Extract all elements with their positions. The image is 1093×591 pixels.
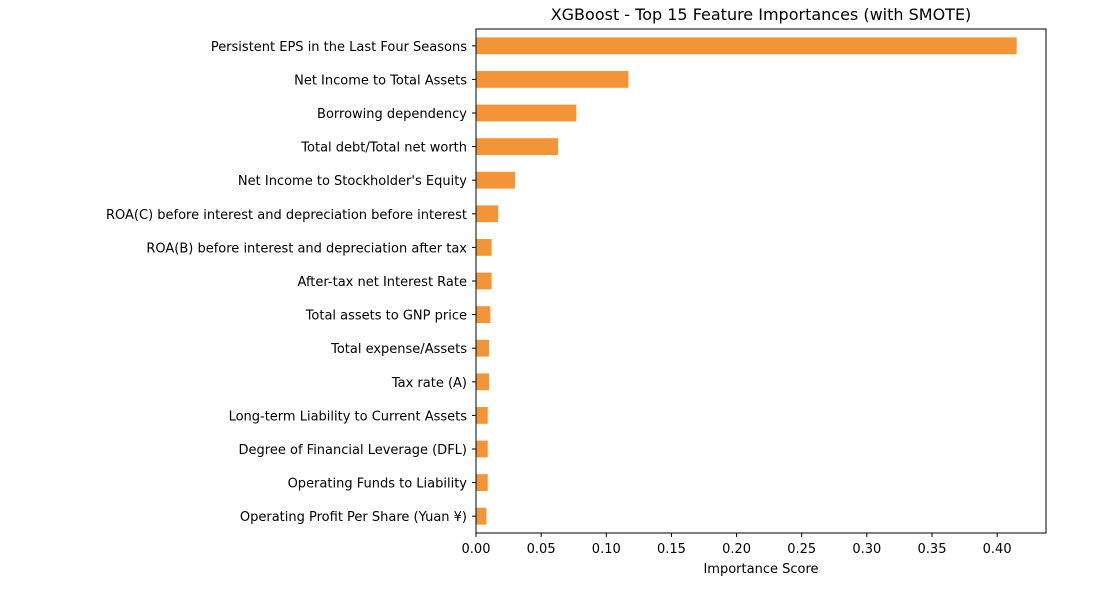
y-tick-label: ROA(B) before interest and depreciation … [146, 241, 467, 256]
y-tick-label: Operating Funds to Liability [288, 477, 468, 492]
x-tick-label: 0.35 [918, 542, 947, 557]
bar [476, 474, 488, 491]
bar [476, 37, 1017, 55]
y-tick-label: Net Income to Stockholder's Equity [238, 174, 467, 189]
y-tick-label: Net Income to Total Assets [294, 73, 467, 88]
y-tick-label: Persistent EPS in the Last Four Seasons [211, 40, 467, 55]
y-tick-label: Total expense/Assets [330, 342, 467, 357]
chart-title: XGBoost - Top 15 Feature Importances (wi… [551, 5, 972, 24]
bar [476, 104, 577, 122]
bar [476, 272, 492, 290]
x-tick-label: 0.10 [592, 542, 621, 557]
plot-frame [475, 28, 1047, 534]
x-tick-label: 0.25 [787, 542, 816, 557]
y-axis-ticks: Persistent EPS in the Last Four Seasons N… [106, 40, 476, 525]
bar [476, 138, 559, 155]
bar [476, 339, 490, 357]
x-tick-label: 0.15 [657, 542, 686, 557]
bar [476, 239, 492, 256]
x-axis-ticks: 0.00 0.05 0.10 0.15 0.20 0.25 0.30 0.35 0.40 [462, 533, 1012, 557]
y-tick-label: Total assets to GNP price [305, 309, 467, 324]
bar [476, 407, 488, 424]
y-tick-label: Degree of Financial Leverage (DFL) [239, 443, 467, 458]
bar [476, 507, 487, 525]
bar [476, 440, 488, 458]
x-tick-label: 0.20 [722, 542, 751, 557]
y-tick-label: Long-term Liability to Current Assets [229, 409, 468, 424]
bars-group [476, 37, 1017, 525]
bar [476, 373, 490, 391]
y-tick-label: Tax rate (A) [391, 376, 467, 391]
x-tick-label: 0.30 [852, 542, 881, 557]
y-tick-label: Operating Profit Per Share (Yuan ¥) [240, 510, 467, 525]
x-tick-label: 0.40 [983, 542, 1012, 557]
x-tick-label: 0.00 [462, 542, 491, 557]
bar [476, 306, 491, 323]
bar [476, 171, 516, 189]
y-tick-label: Borrowing dependency [317, 107, 467, 122]
bar [476, 205, 499, 223]
x-axis-label: Importance Score [703, 562, 818, 577]
y-tick-label: ROA(C) before interest and depreciation … [106, 208, 467, 223]
bar [476, 71, 629, 88]
y-tick-label: After-tax net Interest Rate [298, 275, 467, 290]
y-tick-label: Total debt/Total net worth [300, 141, 467, 156]
x-tick-label: 0.05 [527, 542, 556, 557]
